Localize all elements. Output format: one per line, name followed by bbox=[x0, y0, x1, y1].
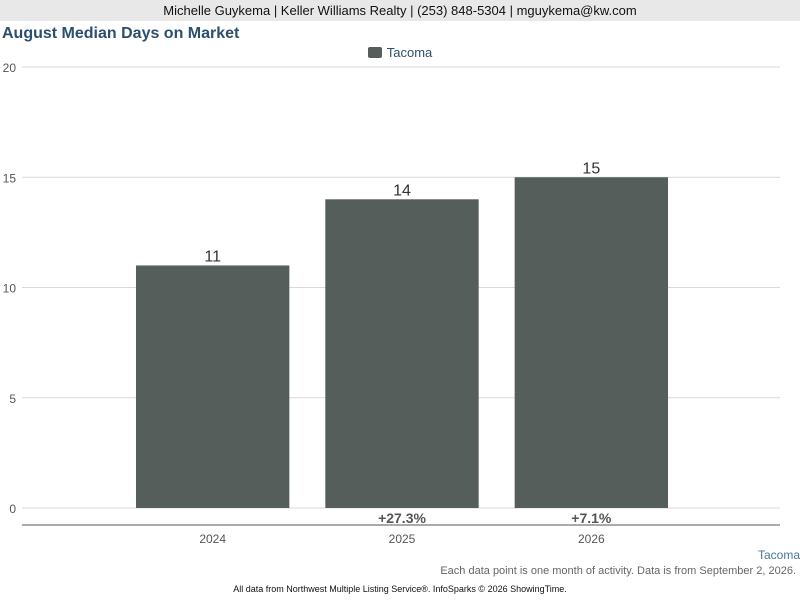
y-tick-label: 10 bbox=[3, 282, 17, 296]
chart-title: August Median Days on Market bbox=[2, 25, 240, 42]
legend-label: Tacoma bbox=[386, 45, 433, 60]
data-note: Each data point is one month of activity… bbox=[440, 565, 796, 577]
bar-value-label: 11 bbox=[204, 248, 221, 265]
change-label: +27.3% bbox=[378, 510, 426, 526]
legend-entry-tacoma[interactable]: Tacoma bbox=[367, 45, 433, 60]
bar-2024 bbox=[135, 265, 290, 508]
agent-contact-bar: Michelle Guykema | Keller Williams Realt… bbox=[0, 0, 800, 21]
y-tick-label: 0 bbox=[9, 502, 16, 516]
change-label: +7.1% bbox=[571, 510, 612, 526]
y-tick-label: 15 bbox=[3, 171, 17, 185]
x-tick-label: 2024 bbox=[199, 532, 226, 546]
bar-2025 bbox=[325, 199, 479, 509]
bar-value-label: 15 bbox=[582, 160, 600, 177]
legend-swatch bbox=[367, 47, 382, 58]
legend: Tacoma bbox=[0, 45, 800, 60]
bar-2026 bbox=[514, 177, 669, 508]
y-tick-label: 5 bbox=[9, 392, 16, 406]
footer-credit: All data from Northwest Multiple Listing… bbox=[233, 584, 567, 594]
series-tag: Tacoma bbox=[757, 548, 800, 562]
bar-value-label: 14 bbox=[393, 182, 411, 199]
x-tick-label: 2025 bbox=[389, 532, 416, 546]
y-tick-label: 20 bbox=[3, 61, 17, 75]
x-tick-label: 2026 bbox=[578, 532, 605, 546]
